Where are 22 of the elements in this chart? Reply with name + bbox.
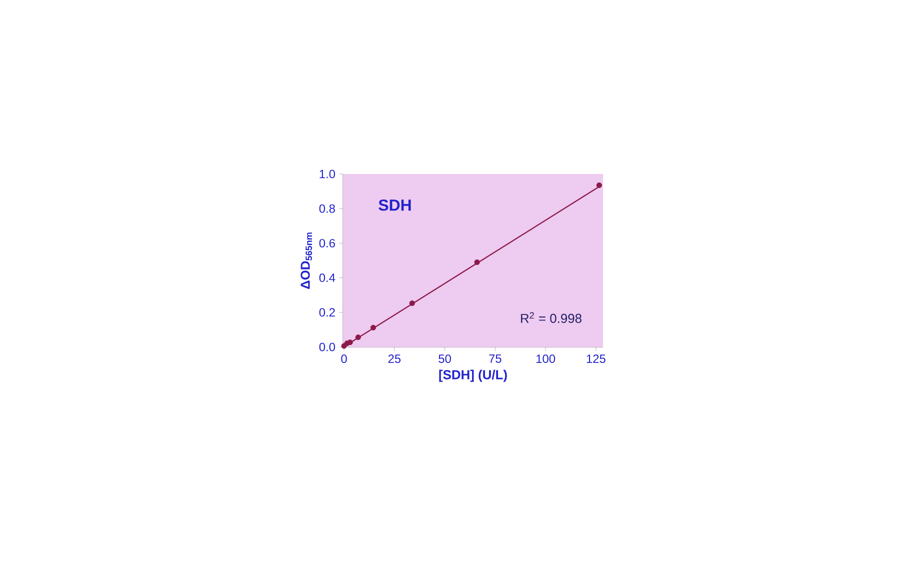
x-tick-label: 50 (438, 354, 451, 363)
point (474, 259, 480, 265)
x-tick-label: 0 (341, 354, 347, 363)
y-tick-label: 0.6 (319, 238, 335, 248)
y-tick-label: 0.2 (319, 308, 335, 317)
point (347, 340, 353, 346)
x-tick-label: 25 (388, 354, 401, 363)
point (596, 182, 602, 188)
y-tick-label: 0.8 (319, 204, 335, 213)
point (409, 300, 415, 306)
x-axis-title: [SDH] (U/L) (439, 370, 507, 382)
x-tick-label: 125 (586, 354, 606, 363)
y-axis-title: ΔOD$_{565nm}$ (300, 232, 312, 289)
x-tick-label: 100 (536, 354, 556, 363)
text: SDH (378, 199, 411, 211)
annotation: R$^{2}$ = 0.998 (521, 312, 582, 323)
y-tick-label: 0.0 (319, 342, 336, 352)
y-tick-label: 0.4 (319, 274, 336, 282)
point (370, 324, 376, 330)
y-tick-label: 1.0 (320, 170, 336, 178)
point (355, 334, 361, 340)
x-tick-label: 75 (489, 354, 502, 363)
